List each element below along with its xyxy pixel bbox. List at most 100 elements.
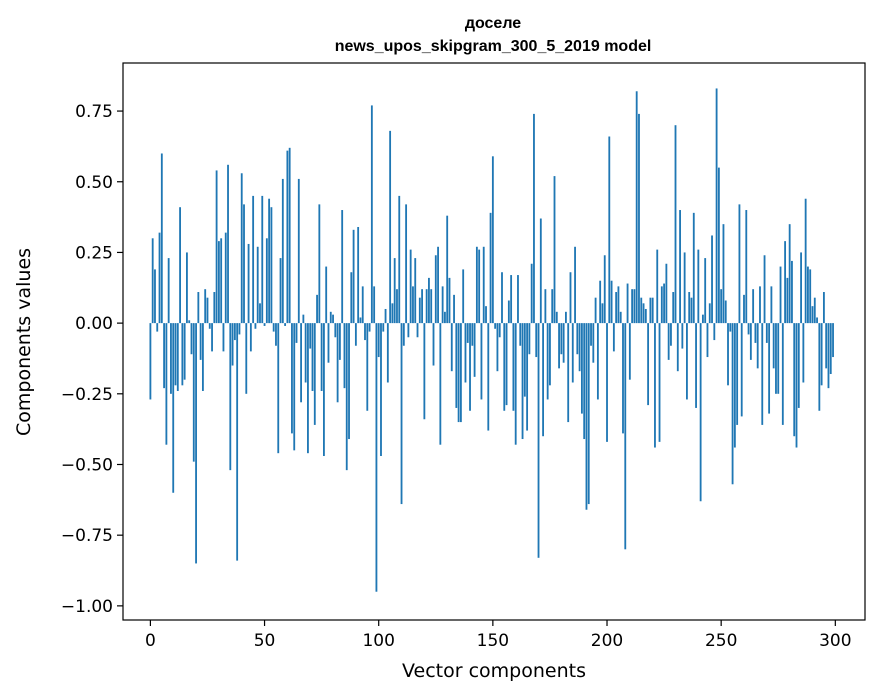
x-tick-label: 150 [477,631,509,651]
bar [745,210,748,324]
bar [423,323,426,420]
bar [389,130,392,324]
bar [580,323,583,414]
bar [624,323,627,550]
bar [432,323,435,366]
bar [631,289,634,324]
bar [414,258,417,324]
bar [660,286,663,324]
bar [204,289,207,324]
bar [386,323,389,383]
bar [549,323,551,386]
bar [706,323,709,358]
bar [777,323,780,394]
bar [809,269,812,324]
bar [263,323,266,326]
bar [279,258,282,324]
bar [555,311,558,324]
bar [585,323,588,510]
bar [690,297,693,324]
bar [368,323,371,332]
bar [186,252,188,324]
bar [491,156,494,324]
bar [206,297,209,324]
bar [154,269,156,324]
bar [195,323,197,564]
bar [649,297,652,324]
bar [811,306,814,324]
bar [309,323,312,349]
bar [316,294,318,324]
plot-frame [122,62,866,621]
bar [160,153,163,324]
bar [259,303,261,324]
bar [610,280,613,324]
bar [711,235,713,324]
bar [197,292,200,324]
bar [270,207,273,324]
bar [494,323,497,329]
bar [400,323,403,505]
bar [482,246,485,324]
bar [391,303,394,324]
bar [396,289,398,324]
bar [749,323,752,360]
bar [608,136,611,324]
bar [665,263,668,324]
bar [265,238,268,324]
bar [829,323,832,375]
bar [464,323,467,383]
bar [172,323,175,493]
bar [158,232,161,324]
bar [663,283,666,324]
bar [407,323,410,338]
bar [318,204,321,324]
bar [542,323,544,437]
bar [480,323,483,400]
bar [658,323,661,442]
bar [596,323,599,400]
bar [617,286,620,324]
bar [291,323,293,434]
y-axis-ticks: −1.00 −0.75 −0.50 −0.25 0.00 0.25 0.50 0.75 [61,102,123,617]
bar [822,292,825,324]
y-tick-label: 0.00 [75,314,113,334]
bar [313,323,316,425]
bar [567,323,570,423]
bar [284,323,287,326]
bar [733,323,736,448]
bar [478,249,481,324]
bar [576,323,579,355]
bar [724,300,727,324]
bar [747,323,750,335]
bar [526,323,529,431]
bar [795,323,798,448]
bar [236,323,239,561]
bar [469,323,471,411]
bar [512,323,515,411]
bar [357,226,360,324]
bar [190,323,193,355]
bar [428,277,430,324]
bar [754,323,757,343]
bar [293,323,296,451]
bar [348,323,350,440]
bar [804,198,807,324]
bar [425,289,428,324]
bar [473,323,476,377]
bar [252,195,255,324]
bar [708,303,711,324]
y-axis-label: Components values [13,248,35,436]
bar [489,212,492,324]
bar [503,323,506,411]
bar [619,311,622,324]
bar [329,311,332,324]
bar [302,314,305,324]
bar [638,113,640,324]
bar [498,323,501,338]
bar [487,323,490,431]
bar [676,323,679,372]
bar [462,269,465,324]
bar [697,249,700,324]
y-tick-label: 0.25 [75,243,113,263]
